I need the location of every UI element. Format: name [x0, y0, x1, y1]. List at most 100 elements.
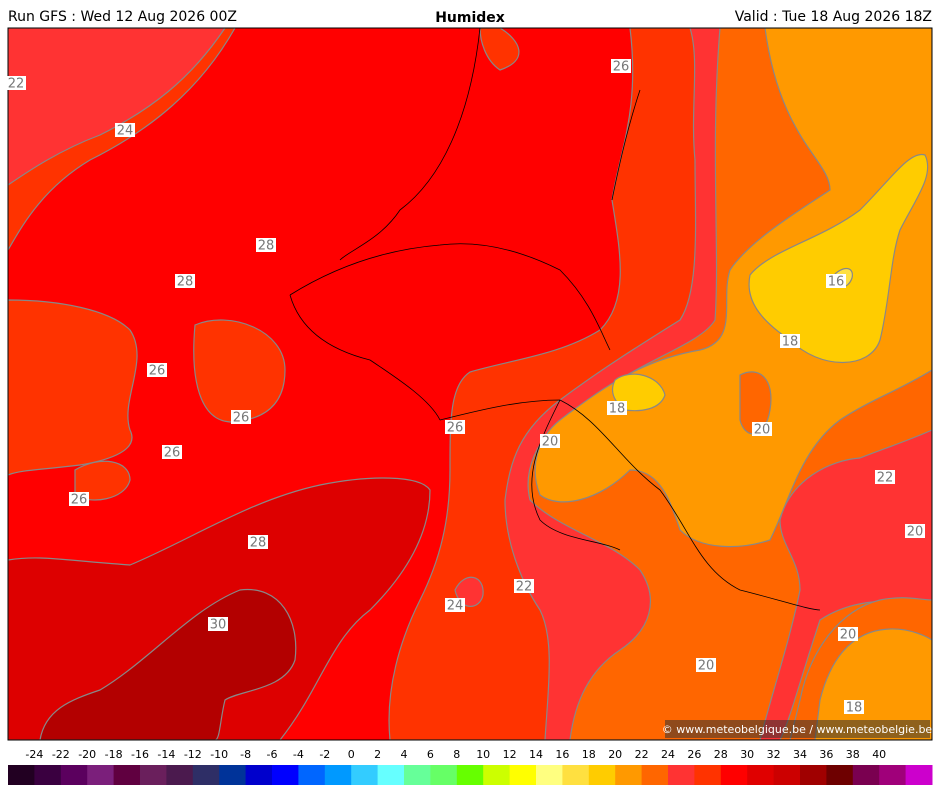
colorbar-tick-label: 24: [661, 748, 675, 761]
map-frame: [7, 27, 933, 741]
colorbar-swatch: [615, 765, 643, 785]
colorbar-swatch: [272, 765, 299, 785]
contour-label-bg: [514, 579, 534, 593]
colorbar-swatch: [852, 765, 880, 785]
contour-label: 26: [233, 411, 250, 426]
colorbar-tick-label: 14: [529, 748, 543, 761]
colorbar-tick-label: 32: [767, 748, 781, 761]
credit: © www.meteobelgique.be / www.meteobelgie…: [662, 723, 933, 736]
colorbar-swatch: [773, 765, 801, 785]
colorbar-swatch: [641, 765, 669, 785]
contour-label: 24: [117, 124, 134, 139]
colorbar-tick-label: 30: [740, 748, 754, 761]
colorbar-swatch: [905, 765, 933, 785]
region: [479, 28, 520, 71]
contour-label: 28: [258, 239, 275, 254]
contour-label-bg: [607, 401, 627, 415]
contour-label: 30: [210, 618, 227, 633]
colorbar-swatch: [404, 765, 431, 785]
contour-label: 20: [754, 423, 771, 438]
colorbar-tick-label: 28: [714, 748, 728, 761]
contour-label: 22: [516, 580, 533, 595]
colorbar-swatch: [430, 765, 458, 785]
colorbar-tick-label: -8: [240, 748, 251, 761]
colorbar-tick-label: 6: [427, 748, 434, 761]
colorbar-tick-label: 36: [819, 748, 833, 761]
colorbar-tick-label: -6: [267, 748, 278, 761]
borders: [289, 28, 821, 611]
colorbar-tick-label: 20: [608, 748, 622, 761]
contour-label-bg: [115, 123, 135, 137]
contour-label-bg: [838, 627, 858, 641]
contour-label-bg: [6, 76, 26, 90]
colorbar-swatch: [219, 765, 247, 785]
contour-label: 26: [71, 493, 88, 508]
contour-label: 20: [840, 628, 857, 643]
contour-label: 24: [447, 599, 464, 614]
colorbar-swatch: [113, 765, 141, 785]
colorbar-tick-label: 40: [872, 748, 886, 761]
map: © www.meteobelgique.be / www.meteobelgie…: [8, 28, 932, 740]
region: [759, 429, 932, 740]
contour-label: 18: [782, 335, 799, 350]
contour-labels: 22 24 26 28 28 16 18 26 18 26 26 20 20 26 22 26 20 28 22 24…: [6, 59, 925, 716]
contour-label-bg: [248, 535, 268, 549]
region: [193, 319, 286, 423]
contour-label-bg: [752, 422, 772, 436]
contour-label-bg: [611, 59, 631, 73]
colorbar-tick-label: -24: [25, 748, 43, 761]
colorbar-tick-label: -18: [105, 748, 123, 761]
colorbar-swatch: [588, 765, 616, 785]
contour-label: 26: [613, 60, 630, 75]
colorbar-swatch: [324, 765, 352, 785]
contour-label-bg: [147, 363, 167, 377]
contour-label: 20: [698, 659, 715, 674]
colorbar-swatch: [509, 765, 537, 785]
contour-label: 16: [828, 275, 845, 290]
contour-label-bg: [175, 274, 195, 288]
colorbar-tick-label: 10: [476, 748, 490, 761]
colorbar-swatch: [87, 765, 115, 785]
colorbar-swatch: [826, 765, 854, 785]
contour-label: 20: [907, 525, 924, 540]
colorbar-tick-label: -4: [293, 748, 304, 761]
colorbar: -24 -22 -20 -18 -16 -14 -12 -10 -8 -6 -4 -2 0 2 4 6 8 10 1…: [8, 748, 933, 785]
colorbar-swatch: [668, 765, 695, 785]
colorbar-tick-label: -14: [157, 748, 175, 761]
contour-label-bg: [231, 410, 251, 424]
region: [739, 371, 772, 435]
colorbar-tick-label: 38: [846, 748, 860, 761]
contour-label: 18: [609, 402, 626, 417]
colorbar-swatch: [562, 765, 590, 785]
region: [39, 589, 297, 740]
colorbar-tick-label: -2: [319, 748, 330, 761]
colorbar-swatch: [34, 765, 62, 785]
colorbar-tick-label: -20: [78, 748, 96, 761]
colorbar-swatch: [694, 765, 722, 785]
region: [534, 28, 932, 548]
contour-label: 22: [877, 471, 894, 486]
contour-label-bg: [875, 470, 895, 484]
colorbar-tick-label: 22: [635, 748, 649, 761]
colorbar-tick-label: 2: [374, 748, 381, 761]
contour-label: 26: [447, 421, 464, 436]
colorbar-swatch: [298, 765, 326, 785]
colorbar-tick-label: 26: [687, 748, 701, 761]
contour-label-bg: [162, 445, 182, 459]
colorbar-swatch: [8, 765, 35, 785]
colorbar-swatch: [377, 765, 405, 785]
contour-label: 18: [846, 701, 863, 716]
valid-info: Valid : Tue 18 Aug 2026 18Z: [735, 9, 932, 25]
colorbar-swatch: [245, 765, 273, 785]
contour-label: 28: [177, 275, 194, 290]
contour-label: 26: [164, 446, 181, 461]
contour-label-bg: [826, 274, 846, 288]
map-title: Humidex: [435, 10, 505, 26]
colorbar-swatch: [60, 765, 88, 785]
colorbar-tick-label: 4: [401, 748, 408, 761]
colorbar-swatch: [456, 765, 484, 785]
colorbar-tick-label: -12: [184, 748, 202, 761]
colorbar-swatch: [747, 765, 775, 785]
